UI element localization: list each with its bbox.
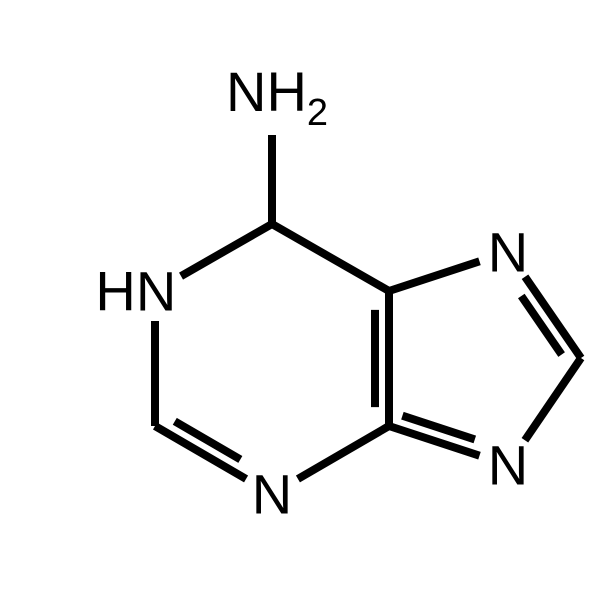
bond (181, 224, 272, 276)
atom-label-N3: N (252, 463, 292, 526)
bond (389, 261, 479, 291)
labels-group: HN N N N NH2 (95, 60, 528, 526)
bond (298, 426, 389, 479)
bond (389, 426, 479, 456)
atom-label-N9: N (488, 434, 528, 497)
atom-label-N1: HN (95, 260, 176, 323)
bond (525, 358, 581, 440)
amine-label: NH2 (226, 60, 328, 134)
bonds-group (155, 135, 581, 479)
molecule-diagram: HN N N N NH2 (0, 0, 600, 600)
atom-label-N7: N (488, 221, 528, 284)
bond (272, 224, 389, 291)
